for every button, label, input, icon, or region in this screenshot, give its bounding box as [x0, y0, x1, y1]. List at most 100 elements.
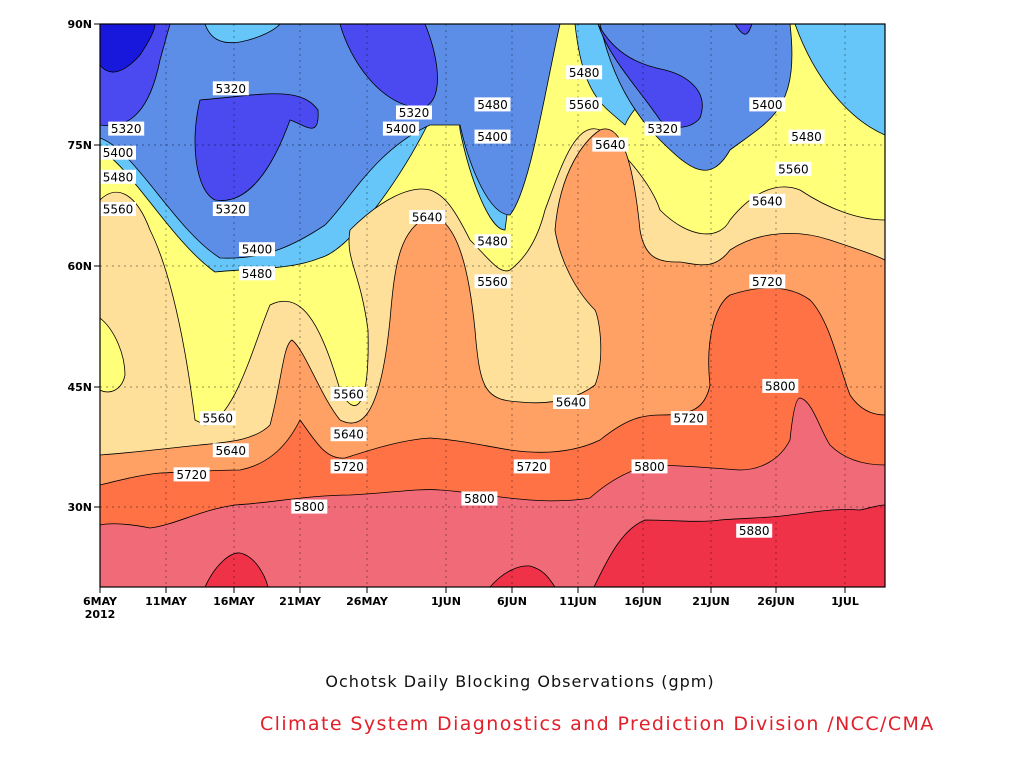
contour-label-text: 5320 — [647, 122, 678, 136]
x-tick-label: 1JUL — [831, 595, 859, 608]
contour-label-text: 5480 — [477, 235, 508, 249]
contour-label-box — [513, 459, 550, 474]
x-tick-label: 11JUN — [559, 595, 597, 608]
y-tick-label: 75N — [67, 139, 92, 152]
contour-label-box — [749, 274, 786, 289]
y-tick-label: 90N — [67, 18, 92, 31]
contour-label-text: 5400 — [477, 130, 508, 144]
contour-label: 5480 — [788, 129, 825, 144]
contour-label: 5800 — [631, 459, 668, 474]
contour-label-text: 5800 — [464, 492, 495, 506]
contour-label: 5560 — [330, 387, 367, 402]
contour-label-box — [100, 145, 136, 160]
contour-label-box — [239, 266, 275, 281]
contour-label-text: 5720 — [674, 412, 705, 426]
contour-label: 5400 — [239, 242, 275, 257]
contour-label-text: 5560 — [333, 388, 364, 402]
contour-label-text: 5720 — [752, 275, 783, 289]
contour-label: 5400 — [382, 121, 419, 136]
contour-labels: 5320 5320 5400 5480 5560 5320 5400 5480 5320 5400… — [100, 65, 825, 538]
contour-label: 5480 — [239, 266, 275, 281]
x-tick-label: 16MAY — [213, 595, 256, 608]
contour-label: 5560 — [199, 411, 236, 426]
contour-label: 5400 — [474, 129, 511, 144]
contour-label: 5560 — [474, 274, 511, 289]
band-5480-5560-left — [100, 317, 126, 393]
x-tick-label: 11MAY — [145, 595, 188, 608]
contour-label-box — [239, 242, 275, 257]
contour-label: 5560 — [775, 161, 812, 176]
contour-label-box — [100, 169, 136, 184]
contour-label: 5320 — [644, 121, 681, 136]
contour-label-text: 5480 — [103, 170, 134, 184]
contour-label-box — [474, 234, 511, 249]
contour-label-box — [474, 274, 511, 289]
contour-label: 5560 — [100, 202, 136, 217]
contour-label: 5880 — [736, 523, 773, 538]
chart-credit: Climate System Diagnostics and Predictio… — [260, 713, 935, 735]
x-tick-label: 1JUN — [431, 595, 461, 608]
contour-label-text: 5640 — [333, 428, 364, 442]
contour-label-box — [553, 395, 589, 409]
contour-label-box — [108, 121, 145, 136]
contour-label-box — [749, 97, 786, 112]
contour-label-text: 5880 — [739, 524, 770, 538]
contour-label-text: 5800 — [634, 460, 665, 474]
contour-label: 5400 — [100, 145, 136, 160]
contour-label-text: 5400 — [242, 243, 273, 257]
contour-label-box — [461, 491, 498, 506]
contour-label: 5720 — [173, 467, 210, 482]
contour-label-box — [474, 97, 511, 112]
x-tick-label: 6JUN — [497, 595, 527, 608]
contour-label: 5800 — [461, 491, 498, 506]
contour-label: 5480 — [474, 234, 511, 249]
contour-label-box — [199, 411, 236, 426]
contour-label-text: 5320 — [111, 122, 142, 136]
band-5320-5400 — [100, 24, 793, 259]
contour-label-text: 5400 — [386, 122, 417, 136]
x-tick-label: 16JUN — [624, 595, 662, 608]
contour-label-box — [474, 129, 511, 144]
y-tick-label: 60N — [67, 260, 92, 273]
contour-label: 5640 — [409, 210, 446, 225]
contour-label: 5800 — [291, 499, 328, 514]
contour-label-text: 5720 — [517, 460, 548, 474]
contour-label-text: 5560 — [569, 98, 600, 112]
x-year-label: 2012 — [85, 608, 116, 621]
contour-label-text: 5480 — [477, 98, 508, 112]
x-axis: 6MAY 11MAY 16MAY 21MAY 26MAY 1JUN 6JUN 1… — [83, 587, 859, 621]
contour-label-box — [212, 81, 249, 96]
contour-label-box — [566, 97, 603, 112]
contour-label-box — [212, 202, 249, 216]
contour-label: 5640 — [592, 137, 629, 152]
contour-label-text: 5640 — [216, 444, 247, 458]
contour-label-text: 5560 — [477, 275, 508, 289]
contour-label-box — [409, 210, 446, 224]
contour-label: 5400 — [749, 97, 786, 112]
chart-title: Ochotsk Daily Blocking Observations (gpm… — [325, 672, 715, 691]
contour-label-box — [291, 499, 328, 514]
contour-label-text: 5320 — [216, 82, 247, 96]
contour-label-box — [762, 378, 799, 393]
contour-label-box — [173, 467, 210, 482]
contour-label: 5320 — [212, 81, 249, 96]
contour-label: 5720 — [513, 459, 550, 474]
contour-label: 5480 — [474, 97, 511, 112]
contour-label: 5720 — [330, 459, 367, 474]
contour-label: 5800 — [762, 378, 799, 393]
contour-label-text: 5640 — [595, 138, 626, 152]
contour-label-text: 5320 — [216, 203, 247, 217]
contour-label-box — [396, 105, 432, 120]
contour-label: 5640 — [330, 427, 367, 442]
contour-label-text: 5480 — [242, 267, 273, 281]
contour-label: 5320 — [396, 105, 432, 120]
contour-label-box — [736, 523, 773, 538]
contour-label-box — [330, 387, 367, 401]
x-tick-label: 26JUN — [757, 595, 795, 608]
y-axis: 90N 75N 60N 45N 30N — [67, 18, 100, 514]
contour-label-box — [330, 459, 367, 474]
contour-label-box — [749, 193, 786, 208]
contour-label-box — [631, 459, 668, 474]
contour-label-box — [670, 411, 707, 426]
contour-label-text: 5720 — [176, 468, 207, 482]
